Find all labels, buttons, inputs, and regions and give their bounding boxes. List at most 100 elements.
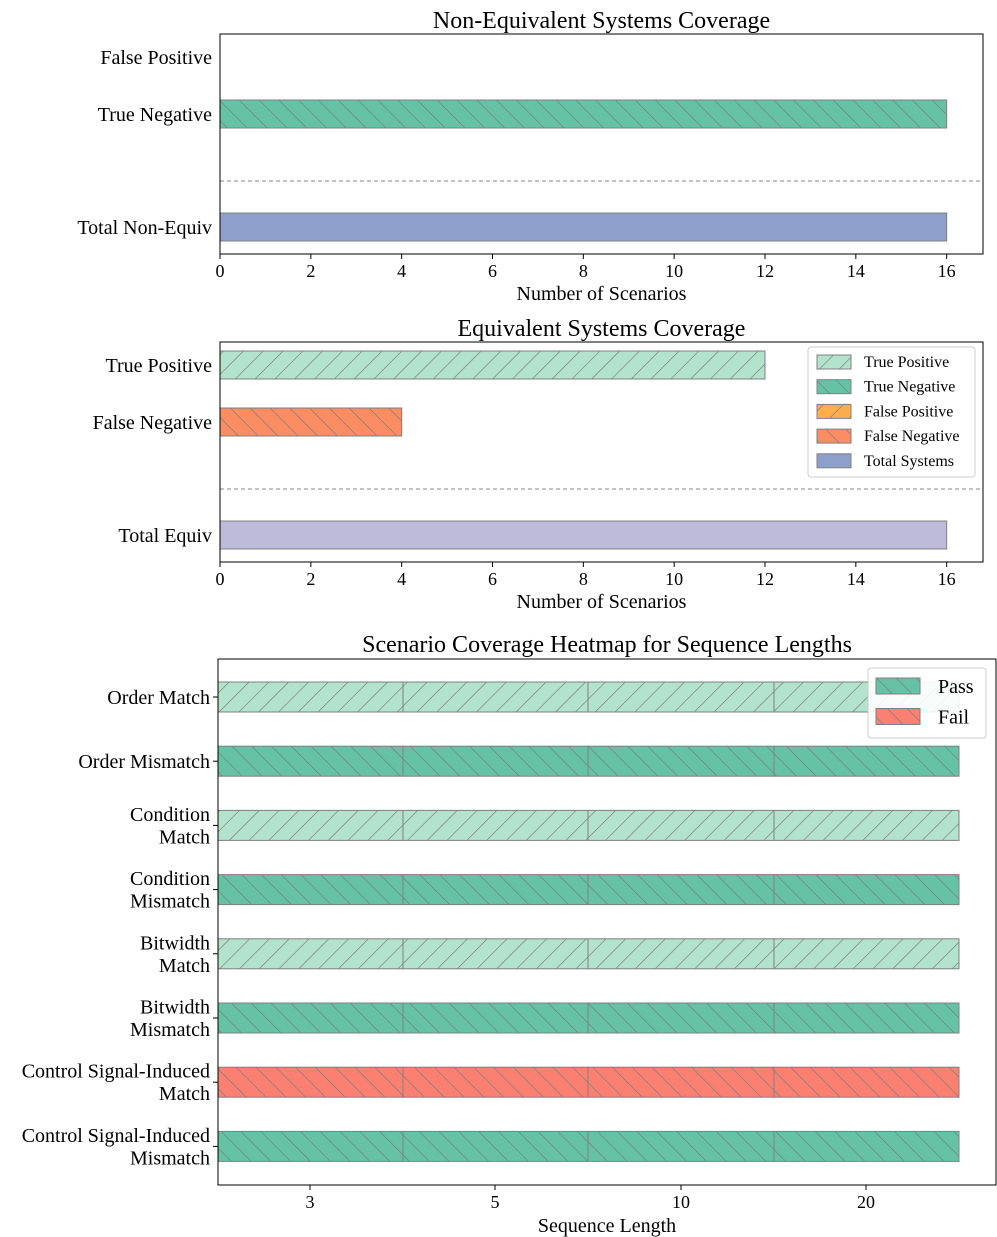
legend-swatch-false-negative xyxy=(816,428,852,444)
y-label: Match xyxy=(159,955,210,977)
heatmap-cell xyxy=(773,809,960,841)
heatmap-cell xyxy=(773,745,960,777)
x-axis-label: Sequence Length xyxy=(538,1215,676,1237)
heatmap-cell xyxy=(217,1130,404,1162)
x-tick-label: 14 xyxy=(847,261,865,281)
axes-frame xyxy=(219,33,984,255)
legend-label: Pass xyxy=(938,676,974,698)
x-tick-label: 3 xyxy=(306,1192,315,1212)
y-label: Control Signal-Induced xyxy=(22,1125,210,1147)
y-label: Bitwidth xyxy=(140,997,210,1019)
x-tick-label: 12 xyxy=(756,569,774,589)
y-label: Match xyxy=(159,1083,210,1105)
heatmap-cell xyxy=(587,1002,775,1034)
heatmap-cell xyxy=(402,1130,589,1162)
heatmap-cell xyxy=(402,1066,589,1098)
heatmap-cell xyxy=(587,938,775,970)
y-label: Bitwidth xyxy=(140,932,210,954)
bar-true-negative xyxy=(219,99,948,129)
y-label: Condition xyxy=(130,804,210,826)
legend-swatch-true-negative xyxy=(816,379,852,395)
x-tick-label: 14 xyxy=(847,569,865,589)
bar-total-systems xyxy=(219,212,948,242)
legend-label: Fail xyxy=(938,707,970,729)
x-tick-label: 16 xyxy=(938,569,956,589)
chart-title: Equivalent Systems Coverage xyxy=(458,316,746,342)
x-tick-label: 4 xyxy=(397,569,406,589)
legend-swatch-false-positive xyxy=(816,403,852,419)
legend-swatch-fail xyxy=(875,708,921,725)
heatmap-cell xyxy=(587,681,775,713)
legend-swatch-true-positive xyxy=(816,354,852,370)
heatmap-cell xyxy=(402,745,589,777)
heatmap-cell xyxy=(773,1130,960,1162)
bar-false-negative xyxy=(219,407,403,437)
y-label: False Positive xyxy=(100,47,212,69)
x-tick-label: 6 xyxy=(488,261,497,281)
x-tick-label: 10 xyxy=(672,1192,690,1212)
heatmap-cell xyxy=(217,874,404,906)
legend-label: Total Systems xyxy=(864,453,954,470)
legend: Pass Fail xyxy=(867,667,987,739)
heatmap-cell xyxy=(217,809,404,841)
x-tick-label: 4 xyxy=(397,261,406,281)
heatmap-cell xyxy=(217,681,404,713)
x-tick-label: 10 xyxy=(665,261,683,281)
bar-total-equiv xyxy=(219,520,948,550)
x-tick-label: 0 xyxy=(216,261,225,281)
chart-title: Scenario Coverage Heatmap for Sequence L… xyxy=(362,632,852,658)
x-tick-label: 10 xyxy=(665,569,683,589)
heatmap-cell xyxy=(773,1002,960,1034)
x-tick-label: 6 xyxy=(488,569,497,589)
heatmap-cell xyxy=(402,1002,589,1034)
x-axis-label: Number of Scenarios xyxy=(517,283,687,305)
x-tick-label: 5 xyxy=(491,1192,500,1212)
y-label: Mismatch xyxy=(130,1019,210,1041)
y-label: True Positive xyxy=(105,355,212,377)
legend-label: False Negative xyxy=(864,428,960,445)
legend-swatch-pass xyxy=(875,677,921,695)
heatmap-cell xyxy=(587,1130,775,1162)
chart-title: Non-Equivalent Systems Coverage xyxy=(433,8,770,34)
heatmap-cell xyxy=(773,1066,960,1098)
heatmap-cell xyxy=(402,681,589,713)
y-label: Condition xyxy=(130,868,210,890)
legend-label: True Negative xyxy=(864,379,955,396)
heatmap-cell xyxy=(587,1066,775,1098)
y-label: Total Equiv xyxy=(118,525,212,547)
heatmap-cell xyxy=(402,874,589,906)
legend-swatch-total-systems xyxy=(816,453,852,469)
y-label: Mismatch xyxy=(130,1147,210,1169)
panel-1: False Positive True Negative Total Non-Equ… xyxy=(77,8,984,305)
heatmap-cell xyxy=(402,809,589,841)
heatmap-cell xyxy=(217,938,404,970)
heatmap-cell xyxy=(217,745,404,777)
y-label: Match xyxy=(159,826,210,848)
x-tick-label: 8 xyxy=(579,569,588,589)
heatmap-cell xyxy=(217,1002,404,1034)
legend-label: True Positive xyxy=(864,354,949,371)
y-label: Order Mismatch xyxy=(78,751,210,773)
heatmap-cell xyxy=(587,745,775,777)
x-tick-label: 0 xyxy=(216,569,225,589)
heatmap-cell xyxy=(773,874,960,906)
axes-frame xyxy=(217,658,997,1186)
heatmap-cell xyxy=(402,938,589,970)
y-label: Order Match xyxy=(107,687,210,709)
y-label: True Negative xyxy=(98,104,212,126)
x-tick-label: 16 xyxy=(938,261,956,281)
x-axis-label: Number of Scenarios xyxy=(517,591,687,613)
heatmap-cell xyxy=(217,1066,404,1098)
axes-frame xyxy=(219,341,984,563)
legend: True Positive True Negative False Positive… xyxy=(807,346,976,478)
x-tick-label: 2 xyxy=(306,261,315,281)
legend-label: False Positive xyxy=(864,403,953,420)
y-label: False Negative xyxy=(93,412,213,434)
y-label: Total Non-Equiv xyxy=(77,217,212,239)
x-tick-label: 20 xyxy=(857,1192,875,1212)
x-tick-label: 12 xyxy=(756,261,774,281)
y-label: Mismatch xyxy=(130,891,210,913)
